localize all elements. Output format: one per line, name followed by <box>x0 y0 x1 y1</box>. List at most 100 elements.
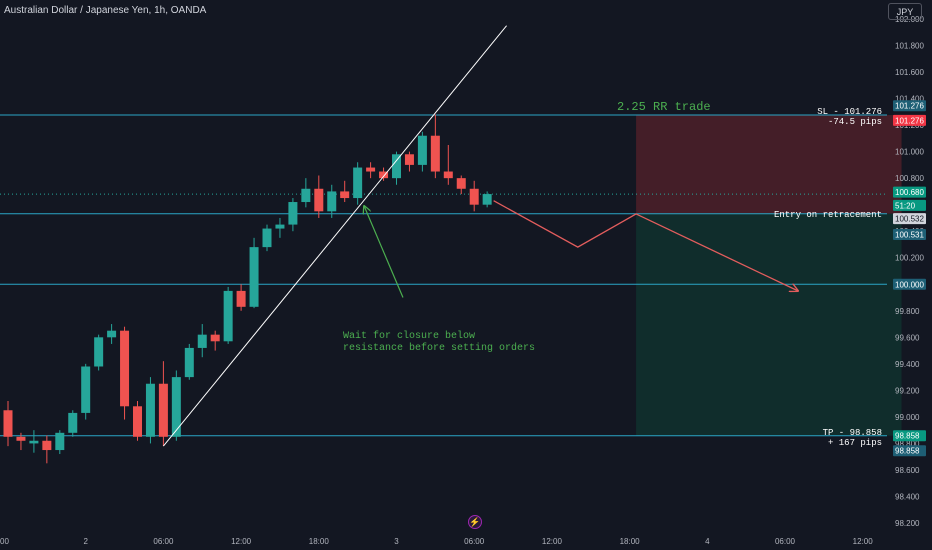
price-tag: 100.532 <box>893 213 926 225</box>
sl-line-1: SL - 101.276 <box>817 107 882 117</box>
symbol-title[interactable]: Australian Dollar / Japanese Yen, 1h, OA… <box>4 5 207 16</box>
y-tick-label: 101.800 <box>895 42 924 51</box>
x-tick-label: 06:00 <box>464 537 485 546</box>
candle-body <box>81 366 91 413</box>
candle-body <box>42 440 52 451</box>
price-tag: 100.000 <box>893 278 926 290</box>
trend-line <box>163 25 507 447</box>
x-tick-label: 3 <box>394 537 399 546</box>
candle-body <box>223 290 233 342</box>
price-tag: 101.276 <box>893 114 926 126</box>
candle <box>482 191 492 208</box>
candle <box>417 131 427 172</box>
candle-body <box>197 334 207 348</box>
candle <box>430 114 440 179</box>
sl-label[interactable]: SL - 101.276 -74.5 pips <box>760 107 882 127</box>
price-tag-box <box>893 213 926 225</box>
candle <box>184 343 194 380</box>
candle <box>120 326 130 420</box>
candle-body <box>171 377 181 437</box>
y-tick-label: 99.000 <box>895 413 920 422</box>
candle <box>145 377 155 444</box>
x-tick-label: 06:00 <box>775 537 796 546</box>
candle-body <box>417 135 427 165</box>
currency-button[interactable]: JPY <box>888 3 922 20</box>
price-tag-label: 98.858 <box>895 432 920 441</box>
candle <box>158 361 168 447</box>
candle <box>301 178 311 208</box>
price-tag: 51:20 <box>893 199 926 211</box>
candle <box>392 151 401 185</box>
x-tick-label: 12:00 <box>231 537 252 546</box>
candle <box>456 175 466 195</box>
candle-body <box>288 202 298 225</box>
stop-loss-zone <box>636 115 902 214</box>
x-tick-label: 4 <box>705 537 710 546</box>
candle-body <box>158 383 168 437</box>
x-tick-label: 12:00 <box>542 537 563 546</box>
price-tag-label: 100.532 <box>895 215 924 224</box>
candle <box>81 363 91 420</box>
candle <box>236 284 246 311</box>
rr-title[interactable]: 2.25 RR trade <box>617 100 711 114</box>
tp-line-2: + 167 pips <box>827 438 882 448</box>
candle <box>94 334 104 371</box>
candle <box>133 400 142 441</box>
tp-label[interactable]: TP - 98.858 + 167 pips <box>760 428 882 448</box>
candle-body <box>29 440 39 444</box>
candle-body <box>443 171 453 179</box>
take-profit-zone <box>636 213 902 436</box>
candle <box>404 151 414 172</box>
candle <box>314 175 324 218</box>
candle-body <box>353 167 363 199</box>
candle <box>327 184 337 218</box>
price-tag-label: 100.531 <box>895 231 924 240</box>
tp-line-1: TP - 98.858 <box>822 428 882 438</box>
note-annotation[interactable]: Wait for closure below resistance before… <box>343 331 563 355</box>
price-tag-label: 100.680 <box>895 188 924 197</box>
price-tag: 100.531 <box>893 229 926 241</box>
candle-body <box>404 154 414 165</box>
sl-line-2: -74.5 pips <box>827 117 882 127</box>
candle-body <box>327 191 337 212</box>
candle <box>107 324 117 344</box>
entry-label[interactable]: Entry on retracement <box>773 210 882 220</box>
y-tick-label: 98.400 <box>895 492 920 501</box>
candle <box>171 370 181 441</box>
note-arrow <box>364 206 404 298</box>
price-tag-label: 101.276 <box>895 102 924 111</box>
candle <box>16 432 26 451</box>
candle <box>68 410 78 437</box>
candle-body <box>262 228 272 248</box>
candle-body <box>184 347 194 378</box>
candle <box>29 430 39 453</box>
candle <box>42 435 52 464</box>
candle <box>340 180 350 203</box>
candle-body <box>107 330 117 338</box>
y-tick-label: 99.400 <box>895 360 920 369</box>
price-tag: 98.858 <box>893 430 926 442</box>
y-tick-label: 100.800 <box>895 174 924 183</box>
candle-body <box>456 178 466 189</box>
candle-body <box>275 224 285 229</box>
candle-body <box>379 171 389 179</box>
price-tag: 101.276 <box>893 100 926 112</box>
candle <box>249 237 259 309</box>
candle-body <box>16 436 26 441</box>
lightning-icon[interactable]: ⚡ <box>468 515 482 529</box>
candle <box>262 224 272 252</box>
candle <box>223 286 233 344</box>
y-tick-label: 98.800 <box>895 439 920 448</box>
candle-body <box>366 167 376 172</box>
y-tick-label: 100.200 <box>895 254 924 263</box>
candle-body <box>210 334 220 342</box>
price-tag-box <box>893 430 926 442</box>
x-tick-label: 00 <box>0 537 9 546</box>
y-tick-label: 99.800 <box>895 307 920 316</box>
candle <box>366 162 376 179</box>
candle-body <box>469 188 479 205</box>
candle <box>275 217 285 238</box>
note-line-2: resistance before setting orders <box>343 343 536 354</box>
x-tick-label: 18:00 <box>620 537 641 546</box>
